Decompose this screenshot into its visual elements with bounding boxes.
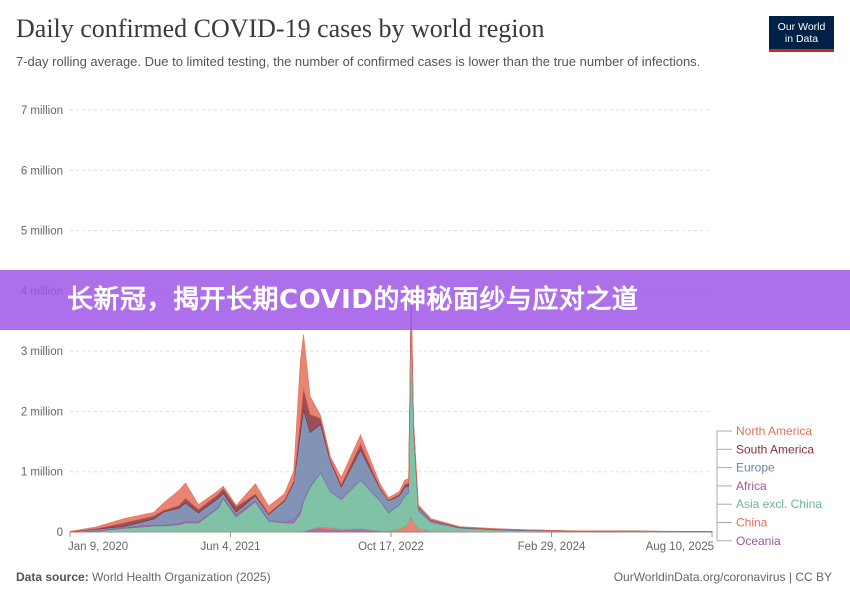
banner-text: 长新冠，揭开长期COVID的神秘面纱与应对之道 [67, 285, 639, 315]
data-source-label: Data source: [16, 570, 89, 584]
legend-label[interactable]: Asia excl. China [736, 497, 822, 511]
legend-label[interactable]: Africa [736, 479, 767, 493]
data-source: Data source: World Health Organization (… [16, 570, 271, 584]
logo-line-1: Our World [777, 21, 826, 33]
title-banner [0, 270, 850, 330]
y-tick-label: 1 million [21, 467, 63, 479]
y-tick-label: 3 million [21, 346, 63, 358]
chart-title: Daily confirmed COVID-19 cases by world … [16, 14, 545, 43]
area-series [69, 293, 713, 533]
x-tick-label: Oct 17, 2022 [358, 541, 424, 553]
y-tick-label: 5 million [21, 226, 63, 238]
chart-subtitle: 7-day rolling average. Due to limited te… [16, 54, 701, 69]
y-tick-label: 6 million [21, 165, 63, 177]
y-tick-label: 0 [57, 527, 63, 539]
owid-logo[interactable]: Our World in Data [769, 16, 834, 52]
legend-label[interactable]: China [736, 516, 768, 530]
legend-label[interactable]: North America [736, 424, 812, 438]
x-tick-label: Jun 4, 2021 [200, 541, 260, 553]
area-north-america [69, 293, 713, 532]
legend-label[interactable]: Oceania [736, 534, 781, 548]
legend: North America South America Europe Africa As… [716, 424, 822, 548]
x-tick-label: Feb 29, 2024 [518, 541, 586, 553]
logo-line-2: in Data [784, 33, 819, 45]
y-tick-label: 7 million [21, 105, 63, 117]
x-tick-label: Jan 9, 2020 [68, 541, 128, 553]
legend-label[interactable]: Europe [736, 461, 775, 475]
legend-label[interactable]: South America [736, 442, 814, 456]
data-source-link[interactable]: World Health Organization (2025) [92, 570, 271, 584]
x-axis: Jan 9, 2020 Jun 4, 2021 Oct 17, 2022 Feb 29… [68, 532, 714, 553]
y-tick-label: 2 million [21, 406, 63, 418]
footer-credit[interactable]: OurWorldinData.org/coronavirus | CC BY [613, 570, 832, 584]
x-tick-label: Aug 10, 2025 [646, 541, 714, 553]
